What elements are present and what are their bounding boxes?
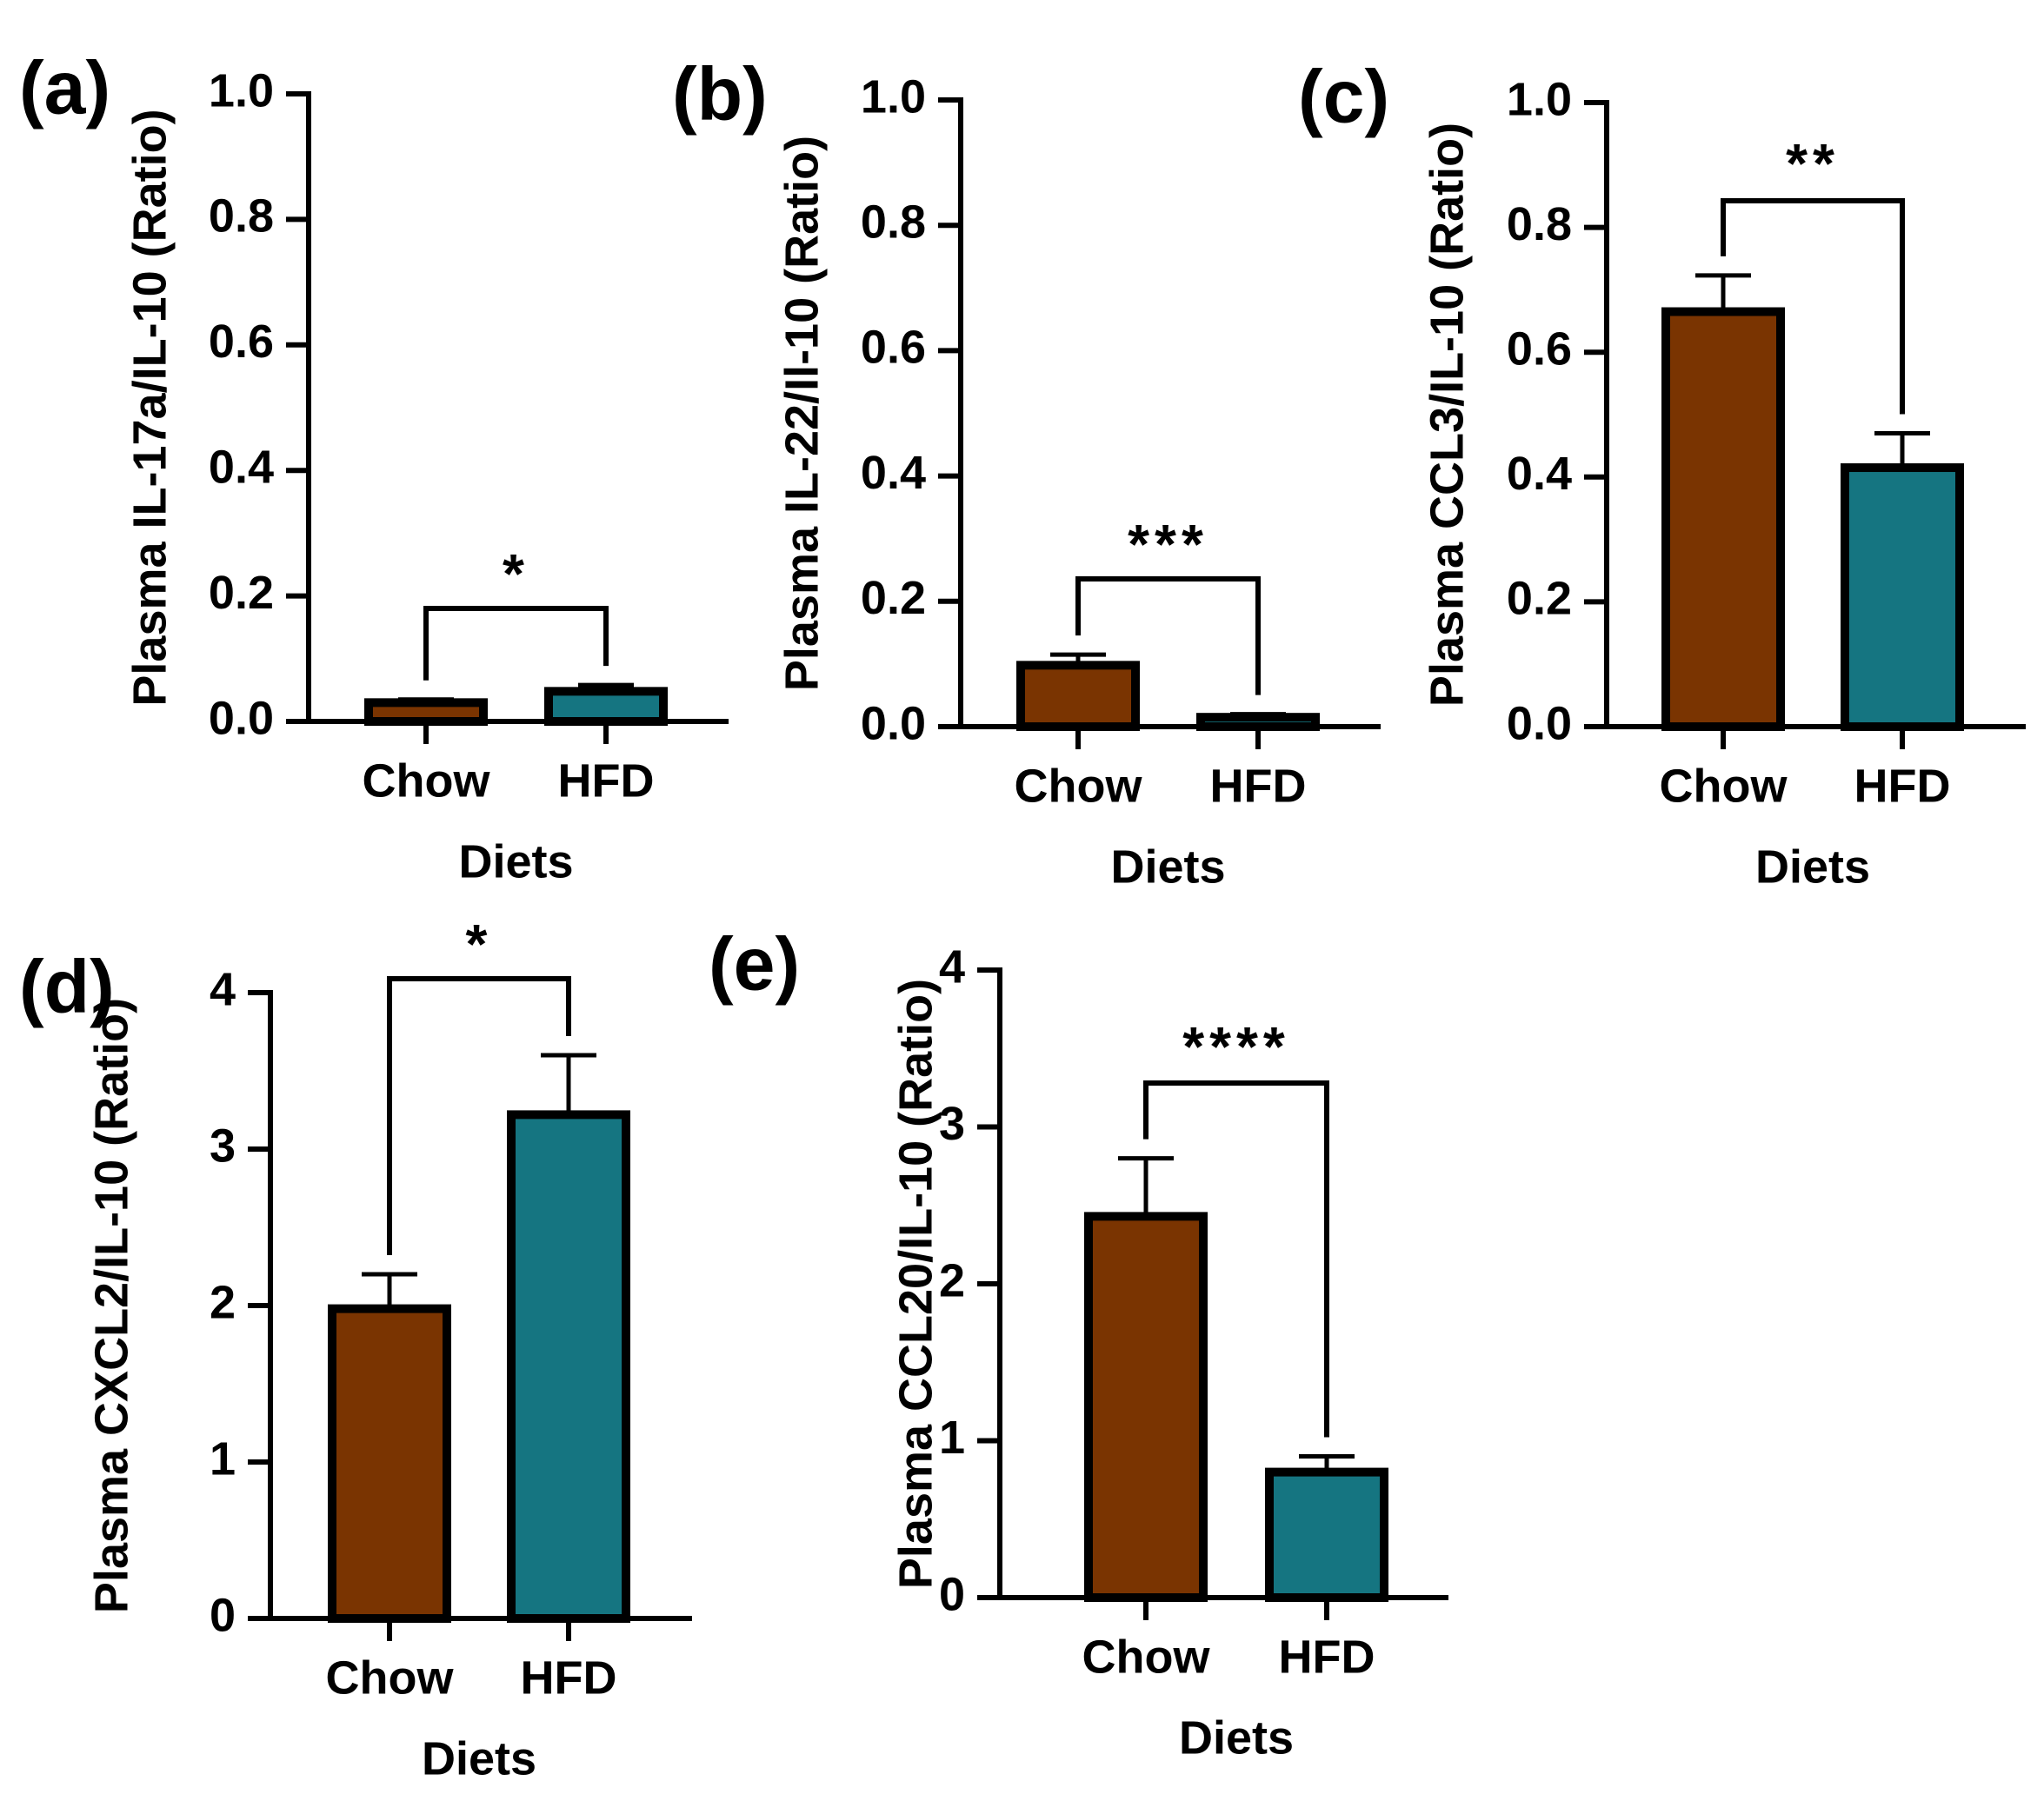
y-tick-label: 1.0 [209,64,274,116]
bar-hfd [1265,1467,1388,1602]
x-axis-title: Diets [1179,1711,1294,1764]
x-tick-label: Chow [363,754,491,807]
y-tick-label: 3 [210,1120,236,1172]
significance-stars: * [503,542,529,605]
x-axis-title: Diets [458,835,573,887]
y-tick-label: 0.4 [861,447,926,499]
chart-panel: (b) 0.0 0.2 0.4 0.6 0.8 1.0 Plasma IL-22/Il-10 … [672,53,1381,893]
y-tick-label: 4 [210,963,236,1015]
x-tick-label: Chow [1015,760,1143,812]
y-tick-label: 0.0 [861,697,926,749]
significance-stars: **** [1182,1015,1290,1078]
bar-chow [1661,307,1785,731]
x-tick-label: HFD [558,754,655,807]
significance-stars: *** [1128,513,1208,575]
chart-panel: (a) 0.0 0.2 0.4 0.6 0.8 1.0 Plasma IL-17a/IL-10… [19,47,729,887]
x-tick-label: Chow [1082,1631,1211,1683]
significance-bracket [1075,576,1261,695]
y-tick-label: 0.8 [209,190,274,243]
x-tick-label: HFD [521,1651,617,1704]
y-tick-label: 0.0 [1507,697,1572,749]
y-axis-title: Plasma IL-17a/IL-10 (Ratio) [123,109,176,706]
y-tick-label: 0.6 [861,322,926,374]
bar-chow [364,698,488,727]
panel-label: (d) [19,946,115,1029]
y-tick-label: 0.6 [209,316,274,368]
y-tick-label: 3 [939,1098,965,1150]
bar-hfd [507,1110,630,1623]
x-tick-label: Chow [326,1651,455,1704]
y-tick-label: 4 [939,940,965,993]
significance-stars: ** [1786,132,1840,195]
bar-chow [328,1304,451,1623]
x-tick-label: Chow [1660,760,1788,812]
y-tick-label: 0 [210,1589,236,1641]
y-tick-label: 0.4 [1507,448,1572,500]
bar-hfd [1841,463,1964,732]
y-tick-label: 1 [939,1412,965,1464]
panel-label: (a) [19,47,110,130]
y-tick-label: 0.8 [1507,198,1572,250]
significance-bracket [1143,1080,1329,1438]
panel-label: (c) [1298,56,1389,139]
bar-chow [1084,1212,1208,1602]
significance-bracket [387,976,571,1255]
y-tick-label: 0.2 [209,567,274,619]
y-tick-label: 0 [939,1568,965,1620]
bar-hfd [544,687,668,726]
y-tick-label: 0.0 [209,692,274,744]
y-tick-label: 0.8 [861,196,926,248]
x-tick-label: HFD [1210,760,1307,812]
y-axis-title: Plasma CXCL2/IL-10 (Ratio) [85,998,137,1613]
y-tick-label: 0.2 [1507,573,1572,625]
bar-chow [1016,661,1140,731]
x-tick-label: HFD [1854,760,1951,812]
y-tick-label: 1 [210,1432,236,1485]
x-axis-title: Diets [422,1732,536,1784]
y-tick-label: 2 [210,1276,236,1328]
y-tick-label: 1.0 [861,70,926,123]
x-tick-label: HFD [1279,1631,1375,1683]
significance-bracket [1721,198,1905,415]
y-axis-title: Plasma IL-22/Il-10 (Ratio) [776,136,828,691]
bar-hfd [1196,713,1320,731]
panel-label: (b) [672,53,768,136]
y-tick-label: 0.4 [209,441,274,493]
significance-stars: * [466,913,493,975]
chart-panel: (c) 0.0 0.2 0.4 0.6 0.8 1.0 Plasma CCL3/IL-10 (… [1298,56,2026,893]
significance-bracket [423,606,609,681]
y-tick-label: 1.0 [1507,73,1572,125]
y-tick-label: 0.2 [861,572,926,624]
y-axis-title: Plasma CCL20/IL-10 (Ratio) [889,979,942,1589]
y-axis-title: Plasma CCL3/IL-10 (Ratio) [1421,123,1473,707]
panel-label: (e) [709,923,800,1007]
chart-panel: (d) 0 1 2 3 4 Plasma CXCL2/IL-10 (Ratio) Chow HF… [19,913,692,1784]
y-tick-label: 2 [939,1254,965,1306]
x-axis-title: Diets [1110,841,1225,893]
x-axis-title: Diets [1755,841,1870,893]
y-tick-label: 0.6 [1507,322,1572,375]
